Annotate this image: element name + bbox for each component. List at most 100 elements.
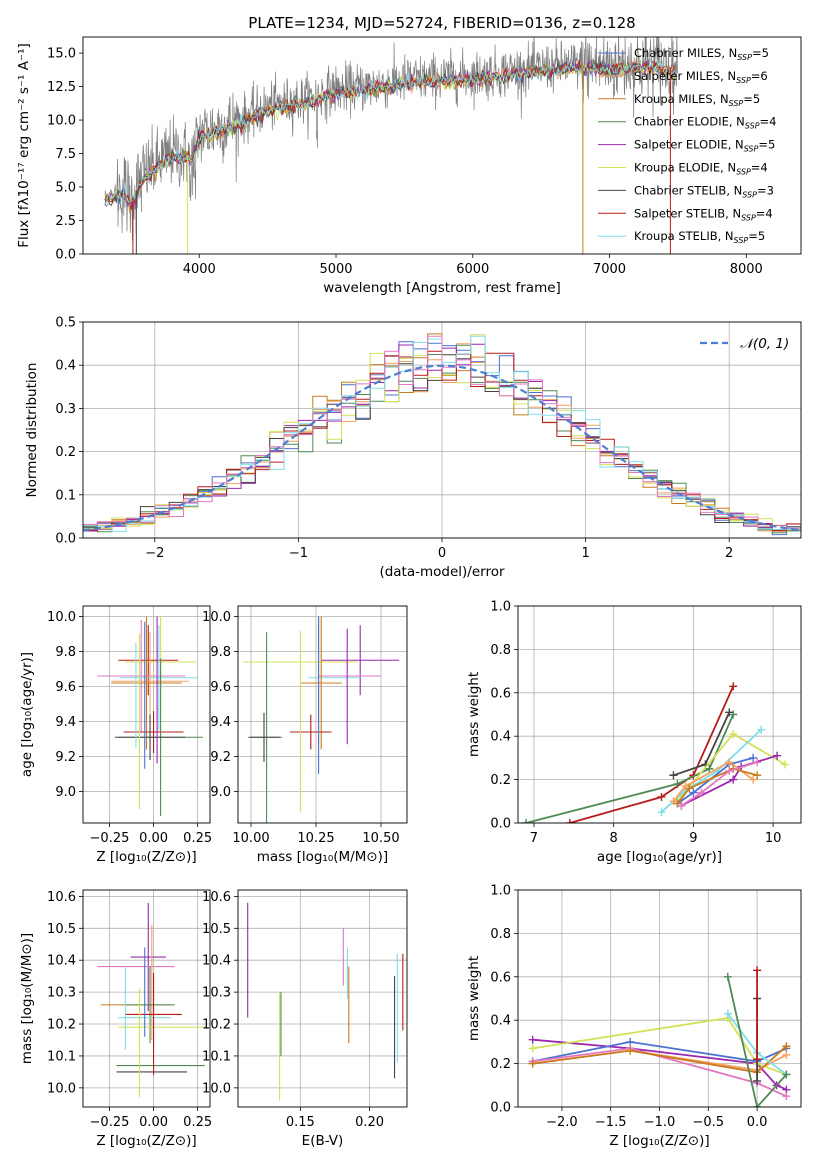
series-line — [569, 685, 735, 823]
weight_vs_Z-axes: −2.0 −1.5 −1.0 −0.5 0.0 0.0 0.2 0.4 0.6 0.8 1.0 Z [… — [466, 884, 801, 1149]
x-tick-label: 9 — [689, 831, 697, 846]
residual-legend: 𝒩(0, 1) — [700, 336, 789, 352]
y-tick-label: 0.6 — [490, 970, 511, 985]
x-tick-label: −1 — [289, 546, 308, 561]
y-tick-label: 0.8 — [490, 643, 511, 658]
y-tick-label: 0.8 — [490, 927, 511, 942]
series-marker — [781, 760, 790, 769]
series-marker — [657, 792, 666, 801]
x-tick-label: 0 — [438, 546, 446, 561]
axes-frame — [82, 605, 211, 824]
errorbar-point — [118, 625, 179, 696]
series-line — [532, 1040, 787, 1063]
series-marker — [669, 771, 678, 780]
x-tick-label: 0.00 — [139, 1115, 168, 1130]
y-axis-label: mass weight — [466, 672, 482, 757]
y-tick-label: 10.1 — [202, 1049, 231, 1064]
x-tick-label: 10.50 — [362, 831, 399, 846]
y-tick-label: 7.5 — [55, 147, 76, 162]
series-marker — [677, 801, 686, 810]
errorbar-point — [248, 712, 280, 762]
model-spectrum — [104, 61, 675, 207]
y-tick-label: 9.8 — [210, 645, 231, 660]
x-tick-label: 0.25 — [183, 1115, 212, 1130]
x-tick-label: 7 — [530, 831, 538, 846]
series-marker — [729, 730, 738, 739]
series-marker — [782, 1092, 791, 1101]
age_vs_mass-axes: 10.00 10.25 10.50 9.0 9.2 9.4 9.6 9.8 10.0 mass [… — [202, 606, 407, 865]
legend-label: Chabrier STELIB, NSSP=3 — [634, 183, 774, 199]
series-marker — [689, 788, 698, 797]
x-tick-label: 6000 — [456, 262, 489, 277]
series-line — [525, 714, 735, 823]
x-axis-label: wavelength [Angstrom, rest frame] — [323, 280, 561, 296]
y-axis-label: mass [log₁₀(M/M⊙)] — [19, 933, 35, 1064]
x-tick-label: 0.15 — [286, 1115, 315, 1130]
x-tick-label: −2 — [145, 546, 164, 561]
residuals-axes: −2 −1 0 1 2 0.0 0.1 0.2 0.3 0.4 0.5 (data-model)/er… — [24, 316, 801, 580]
y-tick-label: 0.0 — [490, 1101, 511, 1116]
spectrum-axes: 4000 5000 6000 7000 8000 0.0 2.5 5.0 7.5 10.0 12.5… — [16, 43, 763, 296]
mass_vs_Z-axes: −0.25 0.00 0.25 10.0 10.1 10.2 10.3 10.4 10.5 10.… — [19, 890, 212, 1149]
x-tick-label: 1 — [581, 546, 589, 561]
series-marker — [685, 784, 694, 793]
legend-label: Kroupa MILES, NSSP=5 — [634, 92, 760, 108]
legend-label: Kroupa ELODIE, NSSP=4 — [634, 161, 768, 177]
y-tick-label: 0.2 — [490, 773, 511, 788]
x-axis-label: Z [log₁₀(Z/Z⊙)] — [96, 1133, 196, 1149]
x-tick-label: 10.25 — [297, 831, 334, 846]
series-marker — [753, 966, 762, 975]
series-marker — [626, 1046, 635, 1055]
x-tick-label: 7000 — [593, 262, 626, 277]
errorbar-point — [114, 714, 186, 760]
chart-title: PLATE=1234, MJD=52724, FIBERID=0136, z=0… — [248, 14, 635, 32]
x-axis-label: age [log₁₀(age/yr)] — [597, 849, 722, 865]
series-marker — [528, 1044, 537, 1053]
x-axis-label: (data-model)/error — [379, 564, 505, 580]
y-tick-label: 0.6 — [490, 686, 511, 701]
age_vs_Z-points — [97, 616, 203, 816]
series-marker — [705, 764, 714, 773]
y-tick-label: 10.5 — [47, 922, 76, 937]
spectrum-legend: Chabrier MILES, NSSP=5 Salpeter MILES, NS… — [598, 46, 776, 245]
series-line — [680, 761, 758, 807]
y-tick-label: 10.3 — [47, 986, 76, 1001]
y-axis-label: mass weight — [466, 956, 482, 1041]
axes-frame — [237, 889, 408, 1108]
x-tick-label: −0.5 — [693, 1115, 725, 1130]
x-tick-label: 10.00 — [232, 831, 269, 846]
normal-curve — [83, 364, 801, 532]
errorbar-point — [123, 711, 184, 753]
series-marker — [673, 779, 682, 788]
y-tick-label: 0.3 — [55, 402, 76, 417]
y-tick-label: 0.4 — [55, 359, 76, 374]
legend-label: Chabrier MILES, NSSP=5 — [634, 46, 769, 62]
x-axis-label: mass [log₁₀(M/M⊙)] — [257, 849, 388, 865]
y-tick-label: 0.4 — [490, 730, 511, 745]
series-line — [676, 767, 758, 805]
age_vs_Z-axes: −0.25 0.00 0.25 9.0 9.2 9.4 9.6 9.8 10.0 Z [log₁₀… — [19, 606, 212, 865]
x-tick-label: 8000 — [730, 262, 763, 277]
weight_vs_age-series — [521, 682, 790, 823]
y-tick-label: 0.0 — [55, 248, 76, 263]
errorbar-point — [130, 902, 166, 1012]
series-marker — [729, 682, 738, 691]
series-marker — [782, 1050, 791, 1059]
y-tick-label: 1.0 — [490, 884, 511, 899]
y-tick-label: 10.2 — [47, 1018, 76, 1033]
x-axis-label: Z [log₁₀(Z/Z⊙)] — [96, 849, 196, 865]
mass_vs_ebv-axes: 0.15 0.20 10.0 10.1 10.2 10.3 10.4 10.5 10.6 E(B-… — [202, 890, 407, 1149]
y-tick-label: 9.4 — [55, 715, 76, 730]
errorbar-point — [97, 620, 186, 732]
series-marker — [782, 1070, 791, 1079]
errorbar-point — [321, 625, 400, 696]
y-tick-label: 0.1 — [55, 488, 76, 503]
y-tick-label: 12.5 — [47, 80, 76, 95]
y-tick-label: 9.0 — [210, 785, 231, 800]
age_vs_mass-points — [243, 616, 400, 823]
y-tick-label: 9.8 — [55, 645, 76, 660]
spectrum-lines — [104, 37, 678, 254]
series-marker — [773, 751, 782, 760]
legend-label: Kroupa STELIB, NSSP=5 — [634, 229, 765, 245]
